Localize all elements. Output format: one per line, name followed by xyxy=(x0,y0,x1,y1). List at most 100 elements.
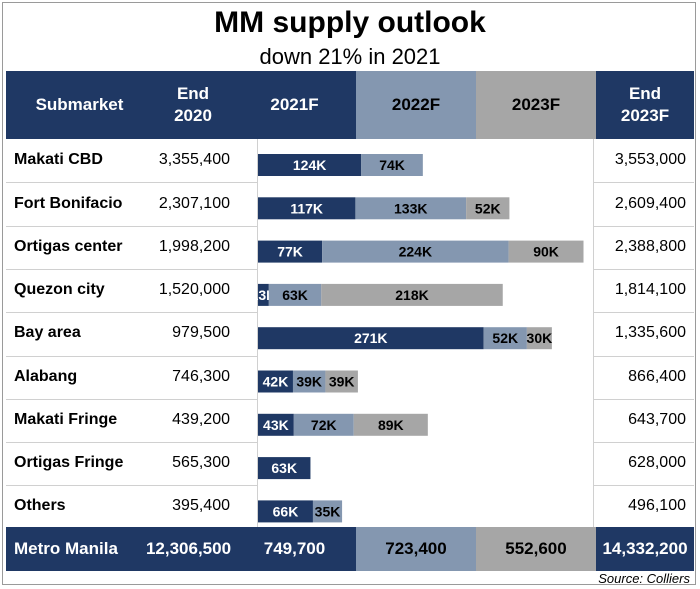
cell-end2023: 628,000 xyxy=(628,454,686,471)
bar-2023f-bay-area xyxy=(526,327,552,350)
row-divider xyxy=(6,269,257,270)
cell-end2020: 1,998,200 xyxy=(158,238,230,255)
chart-title: MM supply outlook xyxy=(214,6,486,39)
cell-end2020: 2,307,100 xyxy=(158,195,230,212)
row-label-alabang: Alabang xyxy=(14,368,78,385)
cell-end2020: 439,200 xyxy=(172,411,230,428)
row-divider xyxy=(593,356,694,357)
header-submarket: Submarket xyxy=(6,71,153,139)
bar-2021f-ortigas-fringe xyxy=(258,457,311,480)
cell-end2020: 395,400 xyxy=(172,497,230,514)
row-divider xyxy=(6,442,257,443)
bar-label: 77K xyxy=(277,244,303,260)
bar-label: 74K xyxy=(379,157,405,173)
bar-label: 42K xyxy=(263,374,289,390)
bar-label: 66K xyxy=(273,503,299,519)
bar-2021f-makati-fringe xyxy=(258,413,294,436)
bar-label: 39K xyxy=(329,374,355,390)
bar-label: 133K xyxy=(394,200,427,216)
row-divider xyxy=(593,226,694,227)
bar-label: 271K xyxy=(354,330,387,346)
row-divider xyxy=(6,356,257,357)
bar-label: 117K xyxy=(290,200,323,216)
cell-end2023: 2,609,400 xyxy=(614,195,686,212)
bar-2021f-quezon-city xyxy=(258,283,269,306)
row-label-ortigas-fringe: Ortigas Fringe xyxy=(14,454,124,471)
bar-2022f-fort-bonifacio xyxy=(355,197,467,220)
bar-label: 124K xyxy=(293,157,326,173)
row-label-fort-bonifacio: Fort Bonifacio xyxy=(14,195,123,212)
bar-label: 63K xyxy=(271,460,297,476)
bar-label: 89K xyxy=(378,417,404,433)
row-divider xyxy=(6,226,257,227)
bar-label: 218K xyxy=(395,287,428,303)
chart-subtitle: down 21% in 2021 xyxy=(259,44,441,69)
row-divider xyxy=(6,312,257,313)
header-2023f: 2023F xyxy=(476,71,596,139)
source-note: Source: Colliers xyxy=(598,571,690,586)
row-label-quezon-city: Quezon city xyxy=(14,281,105,298)
cell-end2020: 979,500 xyxy=(172,324,230,341)
cell-end2023: 496,100 xyxy=(628,497,686,514)
cell-end2020: 746,300 xyxy=(172,368,230,385)
row-divider xyxy=(593,442,694,443)
cell-end2023: 3,553,000 xyxy=(614,151,686,168)
cell-end2020: 3,355,400 xyxy=(158,151,230,168)
row-divider xyxy=(6,182,257,183)
bar-label: 52K xyxy=(475,200,501,216)
bar-2022f-others xyxy=(312,500,343,523)
cell-end2023: 643,700 xyxy=(628,411,686,428)
bar-label: 35K xyxy=(315,503,341,519)
row-divider xyxy=(593,399,694,400)
bar-2023f-fort-bonifacio xyxy=(466,197,510,220)
bar-2021f-fort-bonifacio xyxy=(258,197,356,220)
row-label-ortigas-center: Ortigas center xyxy=(14,238,123,255)
bar-2022f-bay-area xyxy=(483,327,527,350)
row-label-others: Others xyxy=(14,497,66,514)
header-end-2020: End 2020 xyxy=(153,71,233,139)
total-end-2020: 12,306,500 xyxy=(144,527,233,571)
bar-2023f-quezon-city xyxy=(321,283,503,306)
total-2022f: 723,400 xyxy=(356,527,476,571)
row-label-makati-fringe: Makati Fringe xyxy=(14,411,118,428)
bar-label: 30K xyxy=(527,330,553,346)
bar-label: 72K xyxy=(311,417,337,433)
bar-label: 43K xyxy=(263,417,289,433)
bar-2021f-makati-cbd xyxy=(258,154,362,176)
bar-2021f-alabang xyxy=(258,370,293,393)
bar-2021f-ortigas-center xyxy=(258,240,323,263)
row-label-bay-area: Bay area xyxy=(14,324,81,341)
total-2023f: 552,600 xyxy=(476,527,596,571)
bar-2022f-quezon-city xyxy=(268,283,322,306)
grid-line xyxy=(593,139,594,527)
row-divider xyxy=(6,399,257,400)
total-2021f: 749,700 xyxy=(233,527,356,571)
bar-2022f-alabang xyxy=(292,370,326,393)
bar-2021f-bay-area xyxy=(258,327,484,350)
cell-end2023: 1,335,600 xyxy=(614,324,686,341)
bar-2023f-alabang xyxy=(325,370,358,393)
header-2022f: 2022F xyxy=(356,71,476,139)
bar-2022f-makati-cbd xyxy=(361,154,423,176)
cell-end2023: 1,814,100 xyxy=(614,281,686,298)
bar-label: 39K xyxy=(296,374,322,390)
bar-2022f-ortigas-center xyxy=(322,240,509,263)
cell-end2020: 565,300 xyxy=(172,454,230,471)
bar-label: 63K xyxy=(282,287,308,303)
grid-line xyxy=(257,139,258,527)
bar-2023f-ortigas-center xyxy=(508,240,584,263)
total-label: Metro Manila xyxy=(6,527,144,571)
row-divider xyxy=(6,485,257,486)
cell-end2023: 866,400 xyxy=(628,368,686,385)
row-divider xyxy=(593,269,694,270)
row-divider xyxy=(593,312,694,313)
bar-label: 52K xyxy=(492,330,518,346)
bar-2022f-makati-fringe xyxy=(293,413,354,436)
header-2021f: 2021F xyxy=(233,71,356,139)
header-end-2023f: End 2023F xyxy=(596,71,694,139)
bar-label: 90K xyxy=(533,244,559,260)
bar-2021f-others xyxy=(258,500,313,523)
row-divider xyxy=(593,182,694,183)
cell-end2020: 1,520,000 xyxy=(158,281,230,298)
